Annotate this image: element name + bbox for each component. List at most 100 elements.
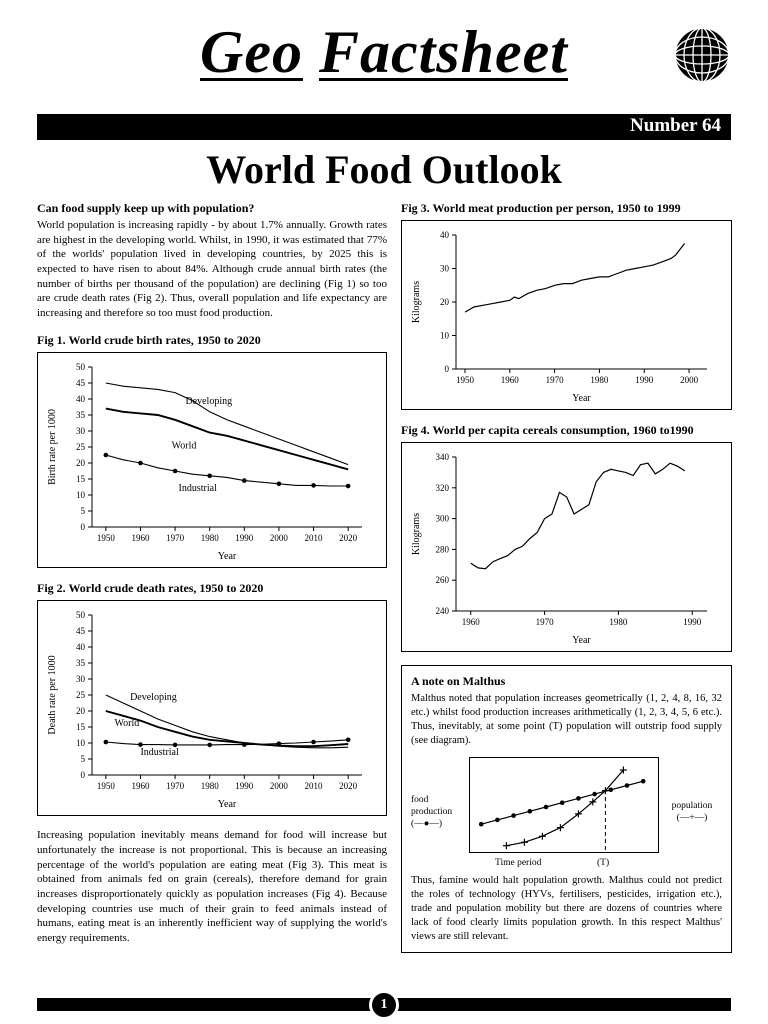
svg-text:30: 30 bbox=[440, 264, 450, 274]
svg-text:Year: Year bbox=[218, 551, 237, 562]
fig2-caption: Fig 2. World crude death rates, 1950 to … bbox=[37, 581, 264, 596]
food-production-legend: food production (—●—) bbox=[411, 795, 469, 831]
malthus-diagram: food production (—●—) Time period (T) po… bbox=[411, 757, 722, 868]
svg-text:2010: 2010 bbox=[305, 533, 324, 543]
svg-text:1970: 1970 bbox=[166, 781, 185, 791]
svg-text:40: 40 bbox=[76, 394, 86, 404]
svg-text:260: 260 bbox=[436, 575, 450, 585]
svg-text:40: 40 bbox=[76, 642, 86, 652]
malthus-heading: A note on Malthus bbox=[411, 674, 506, 688]
svg-text:50: 50 bbox=[76, 610, 86, 620]
svg-text:20: 20 bbox=[76, 458, 86, 468]
svg-text:1990: 1990 bbox=[635, 375, 654, 385]
svg-text:Developing: Developing bbox=[130, 692, 177, 703]
footer-bar: 1 bbox=[37, 992, 731, 1017]
svg-text:320: 320 bbox=[436, 483, 450, 493]
svg-text:25: 25 bbox=[76, 690, 86, 700]
svg-text:2000: 2000 bbox=[270, 533, 289, 543]
masthead: Geo Factsheet bbox=[37, 14, 731, 110]
svg-text:World: World bbox=[172, 441, 197, 452]
svg-text:2000: 2000 bbox=[270, 781, 289, 791]
svg-text:2010: 2010 bbox=[305, 781, 324, 791]
food-label-line2: production bbox=[411, 807, 453, 817]
food-legend-symbol: (—●—) bbox=[411, 818, 443, 829]
malthus-svg bbox=[469, 757, 659, 854]
fig4-caption: Fig 4. World per capita cereals consumpt… bbox=[401, 423, 694, 437]
svg-text:30: 30 bbox=[76, 674, 86, 684]
svg-text:0: 0 bbox=[81, 770, 86, 780]
svg-text:0: 0 bbox=[81, 522, 86, 532]
fig4-chart: 240 260 280 300 320 340 1960 1970 1980 1990 Year Ki… bbox=[401, 442, 732, 652]
svg-text:20: 20 bbox=[440, 297, 450, 307]
malthus-note: A note on Malthus Malthus noted that pop… bbox=[401, 665, 732, 953]
population-legend-symbol: (—+—) bbox=[676, 812, 708, 823]
svg-text:1960: 1960 bbox=[131, 781, 150, 791]
svg-text:300: 300 bbox=[436, 514, 450, 524]
svg-text:2000: 2000 bbox=[680, 375, 699, 385]
svg-text:2020: 2020 bbox=[339, 533, 358, 543]
svg-text:40: 40 bbox=[440, 230, 450, 240]
fig2-chart: 0 5 10 15 20 25 30 35 40 45 50 1950 1960 1970 1980 1990… bbox=[37, 600, 387, 817]
population-legend: population (—+—) bbox=[662, 801, 722, 825]
fig3-svg: 0 10 20 30 40 1950 1960 1970 1980 1990 2000 Year Kil… bbox=[411, 230, 707, 404]
svg-text:15: 15 bbox=[76, 722, 86, 732]
svg-text:1960: 1960 bbox=[462, 617, 481, 627]
svg-text:25: 25 bbox=[76, 442, 86, 452]
fig1-chart: 0 5 10 15 20 25 30 35 40 45 50 1950 1960 1970 1980 1990… bbox=[37, 352, 387, 569]
svg-text:10: 10 bbox=[76, 490, 86, 500]
svg-text:1990: 1990 bbox=[235, 533, 254, 543]
svg-text:1970: 1970 bbox=[546, 375, 565, 385]
svg-text:50: 50 bbox=[76, 362, 86, 372]
page-number: 1 bbox=[372, 992, 396, 1017]
svg-text:0: 0 bbox=[445, 364, 450, 374]
closing-paragraph: Increasing population inevitably means d… bbox=[37, 829, 387, 944]
svg-text:1990: 1990 bbox=[235, 781, 254, 791]
svg-text:Industrial: Industrial bbox=[140, 748, 179, 759]
content-columns: Can food supply keep up with population?… bbox=[37, 201, 732, 953]
fig1-svg: 0 5 10 15 20 25 30 35 40 45 50 1950 1960 1970 1980 1990… bbox=[47, 362, 362, 562]
svg-text:1960: 1960 bbox=[501, 375, 520, 385]
brand-word-factsheet: Factsheet bbox=[318, 19, 568, 85]
svg-text:Year: Year bbox=[572, 635, 591, 646]
svg-text:1980: 1980 bbox=[201, 533, 220, 543]
svg-text:35: 35 bbox=[76, 410, 86, 420]
fig1-caption: Fig 1. World crude birth rates, 1950 to … bbox=[37, 333, 261, 348]
issue-number: Number 64 bbox=[630, 115, 721, 136]
svg-text:Year: Year bbox=[572, 393, 591, 404]
svg-text:1980: 1980 bbox=[609, 617, 628, 627]
svg-text:15: 15 bbox=[76, 474, 86, 484]
intro-paragraph: World population is increasing rapidly -… bbox=[37, 219, 387, 319]
svg-text:Year: Year bbox=[218, 799, 237, 810]
svg-text:Kilograms: Kilograms bbox=[411, 281, 422, 323]
svg-text:20: 20 bbox=[76, 706, 86, 716]
time-period-label: Time period bbox=[495, 858, 542, 869]
page-title: World Food Outlook bbox=[206, 147, 562, 192]
food-label-line1: food bbox=[411, 795, 429, 806]
svg-text:280: 280 bbox=[436, 544, 450, 554]
malthus-conclusion: Thus, famine would halt population growt… bbox=[411, 875, 722, 942]
svg-text:Birth rate per 1000: Birth rate per 1000 bbox=[47, 409, 58, 485]
svg-text:1970: 1970 bbox=[536, 617, 555, 627]
brand-title: Geo Factsheet bbox=[37, 14, 731, 87]
svg-text:1970: 1970 bbox=[166, 533, 185, 543]
svg-text:Industrial: Industrial bbox=[179, 484, 218, 495]
issue-bar: Number 64 bbox=[37, 114, 731, 140]
svg-text:1980: 1980 bbox=[201, 781, 220, 791]
fig3-caption: Fig 3. World meat production per person,… bbox=[401, 201, 681, 215]
svg-text:1950: 1950 bbox=[97, 781, 116, 791]
svg-text:240: 240 bbox=[436, 606, 450, 616]
svg-text:35: 35 bbox=[76, 658, 86, 668]
svg-text:45: 45 bbox=[76, 378, 86, 388]
brand-word-geo: Geo bbox=[200, 19, 303, 85]
malthus-plot: Time period (T) bbox=[469, 757, 659, 868]
svg-text:340: 340 bbox=[436, 452, 450, 462]
population-label: population bbox=[671, 801, 713, 812]
svg-text:Developing: Developing bbox=[185, 396, 232, 407]
svg-text:30: 30 bbox=[76, 426, 86, 436]
fig3-chart: 0 10 20 30 40 1950 1960 1970 1980 1990 2000 Year Kil… bbox=[401, 220, 732, 410]
svg-text:10: 10 bbox=[440, 331, 450, 341]
t-label: (T) bbox=[597, 858, 610, 869]
svg-text:5: 5 bbox=[81, 506, 86, 516]
svg-text:2020: 2020 bbox=[339, 781, 358, 791]
